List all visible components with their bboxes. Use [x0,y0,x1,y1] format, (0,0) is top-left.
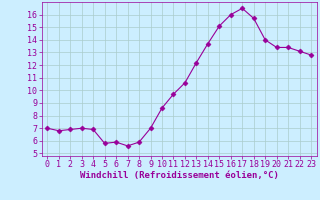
X-axis label: Windchill (Refroidissement éolien,°C): Windchill (Refroidissement éolien,°C) [80,171,279,180]
